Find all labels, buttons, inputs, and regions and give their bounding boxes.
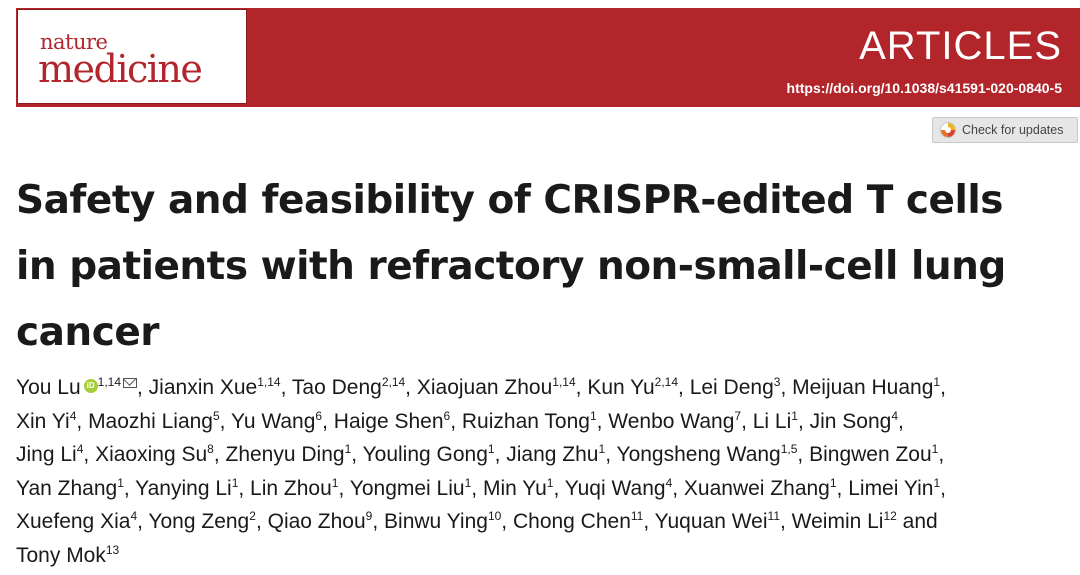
affiliation-superscript: 1	[231, 475, 239, 490]
section-label: ARTICLES	[859, 24, 1062, 68]
logo-nature-text: nature	[40, 30, 108, 54]
affiliation-superscript: 2	[249, 509, 256, 523]
author-name[interactable]: Weimin Li	[791, 510, 884, 533]
author-name[interactable]: Min Yu	[482, 476, 547, 500]
affiliation-superscript: 1	[829, 475, 837, 490]
author-name[interactable]: Yong Zeng	[148, 510, 250, 533]
author-name[interactable]: Yu Wang	[230, 409, 316, 433]
author-name[interactable]: Chong Chen	[512, 510, 631, 533]
author-line: Jing Li4, Xiaoxing Su8, Zhenyu Ding1, Yo…	[16, 442, 945, 466]
author-name[interactable]: Xiaojuan Zhou	[416, 376, 553, 399]
affiliation-superscript: 1	[546, 475, 554, 490]
author-name[interactable]: Jiang Zhu	[506, 443, 599, 466]
author-name[interactable]: Kun Yu	[587, 376, 655, 399]
logo-medicine-text: medicine	[38, 47, 203, 91]
affiliation-superscript: 6	[443, 408, 451, 423]
author-name[interactable]: Xin Yi	[16, 409, 70, 433]
author-name[interactable]: Yuqi Wang	[564, 476, 666, 500]
check-for-updates-icon	[940, 122, 956, 138]
journal-logo[interactable]: nature medicine	[17, 9, 247, 104]
affiliation-superscript: 12	[883, 509, 897, 523]
affiliation-superscript: 1	[464, 475, 472, 490]
author-name[interactable]: Li Li	[752, 409, 792, 433]
author-name[interactable]: Yanying Li	[135, 476, 232, 500]
affiliation-superscript: 4	[130, 509, 138, 523]
author-line: You Lu1,14, Jianxin Xue1,14, Tao Deng2,1…	[16, 371, 1076, 405]
orcid-icon[interactable]	[83, 379, 98, 393]
author-name[interactable]: Xuanwei Zhang	[683, 476, 830, 500]
author-name[interactable]: Tony Mok	[16, 543, 106, 567]
affiliation-superscript: 10	[487, 509, 502, 523]
author-name[interactable]: Haige Shen	[333, 409, 444, 433]
author-name[interactable]: Jin Song	[809, 409, 892, 433]
journal-header-banner: nature medicine ARTICLES https://doi.org…	[16, 8, 1080, 107]
author-name[interactable]: Xiaoxing Su	[95, 443, 208, 466]
affiliation-superscript: 6	[315, 408, 323, 423]
author-name[interactable]: Yongsheng Wang	[616, 443, 781, 466]
affiliation-superscript: 1	[598, 442, 606, 456]
affiliation-superscript: 2,14	[381, 375, 406, 389]
affiliation-superscript: 1,5	[780, 442, 798, 456]
affiliation-superscript: 11	[630, 509, 644, 523]
affiliation-superscript: 11	[767, 509, 780, 523]
author-name[interactable]: Binwu Ying	[384, 510, 488, 533]
affiliation-superscript: 2,14	[654, 375, 679, 389]
author-name[interactable]: Lin Zhou	[250, 476, 332, 500]
author-name[interactable]: Yan Zhang	[16, 476, 118, 500]
affiliation-superscript: 9	[365, 509, 373, 523]
affiliation-superscript: 4	[76, 442, 84, 456]
affiliation-superscript: 1	[487, 442, 495, 456]
doi-link[interactable]: https://doi.org/10.1038/s41591-020-0840-…	[786, 80, 1062, 96]
article-title: Safety and feasibility of CRISPR-edited …	[16, 168, 1016, 366]
author-line: Xin Yi4, Maozhi Liang5, Yu Wang6, Haige …	[16, 408, 904, 433]
author-name[interactable]: Limei Yin	[848, 476, 934, 500]
author-name[interactable]: Ruizhan Tong	[461, 409, 590, 433]
author-name[interactable]: Qiao Zhou	[267, 510, 366, 533]
affiliation-superscript: 1	[933, 475, 941, 490]
author-name[interactable]: Bingwen Zou	[809, 443, 932, 466]
affiliation-superscript: 8	[207, 442, 214, 456]
check-for-updates-button[interactable]: Check for updates	[932, 117, 1078, 143]
title-line: Safety and feasibility of CRISPR-edited …	[16, 178, 1003, 223]
affiliation-superscript: 4	[665, 475, 673, 490]
affiliation-superscript: 5	[212, 408, 220, 423]
affiliation-superscript: 3	[773, 375, 781, 389]
author-name[interactable]: Tao Deng	[291, 376, 382, 399]
author-list: You Lu1,14, Jianxin Xue1,14, Tao Deng2,1…	[16, 371, 1076, 572]
title-line: in patients with refractory non-small-ce…	[16, 244, 1006, 289]
affiliation-superscript: 1,14	[257, 375, 281, 389]
affiliation-superscript: 1	[344, 442, 352, 456]
affiliation-superscript: 1,14	[552, 375, 576, 389]
author-name[interactable]: Jianxin Xue	[148, 376, 258, 399]
author-line: Yan Zhang1, Yanying Li1, Lin Zhou1, Yong…	[16, 475, 946, 500]
author-name[interactable]: Meijuan Huang	[792, 376, 934, 399]
affiliation-superscript: 1,14	[97, 375, 121, 389]
affiliation-superscript: 4	[69, 408, 77, 423]
affiliation-superscript: 1	[589, 408, 597, 423]
author-name[interactable]: Xuefeng Xia	[16, 510, 131, 533]
author-name[interactable]: You Lu	[16, 376, 81, 399]
author-name[interactable]: Zhenyu Ding	[225, 443, 345, 466]
author-name[interactable]: Maozhi Liang	[88, 409, 213, 433]
affiliation-superscript: 1	[791, 408, 798, 423]
affiliation-superscript: 1	[931, 442, 939, 456]
author-name[interactable]: Jing Li	[16, 443, 77, 466]
check-for-updates-label: Check for updates	[962, 123, 1064, 137]
affiliation-superscript: 4	[891, 408, 899, 423]
author-name[interactable]: Youling Gong	[362, 443, 488, 466]
author-line: Tony Mok13	[16, 539, 1076, 573]
author-name[interactable]: Yongmei Liu	[349, 476, 465, 500]
affiliation-superscript: 1	[117, 475, 124, 490]
affiliation-superscript: 1	[933, 375, 941, 389]
author-line: Xuefeng Xia4, Yong Zeng2, Qiao Zhou9, Bi…	[16, 509, 938, 533]
author-name[interactable]: Wenbo Wang	[608, 409, 735, 433]
affiliation-superscript: 13	[105, 542, 120, 557]
author-name[interactable]: Yuquan Wei	[654, 510, 768, 533]
email-envelope-icon[interactable]	[123, 378, 137, 388]
author-name[interactable]: Lei Deng	[689, 376, 774, 399]
affiliation-superscript: 7	[734, 408, 742, 423]
affiliation-superscript: 1	[331, 475, 339, 490]
title-line: cancer	[16, 310, 160, 355]
author-conjunction: and	[896, 510, 938, 533]
